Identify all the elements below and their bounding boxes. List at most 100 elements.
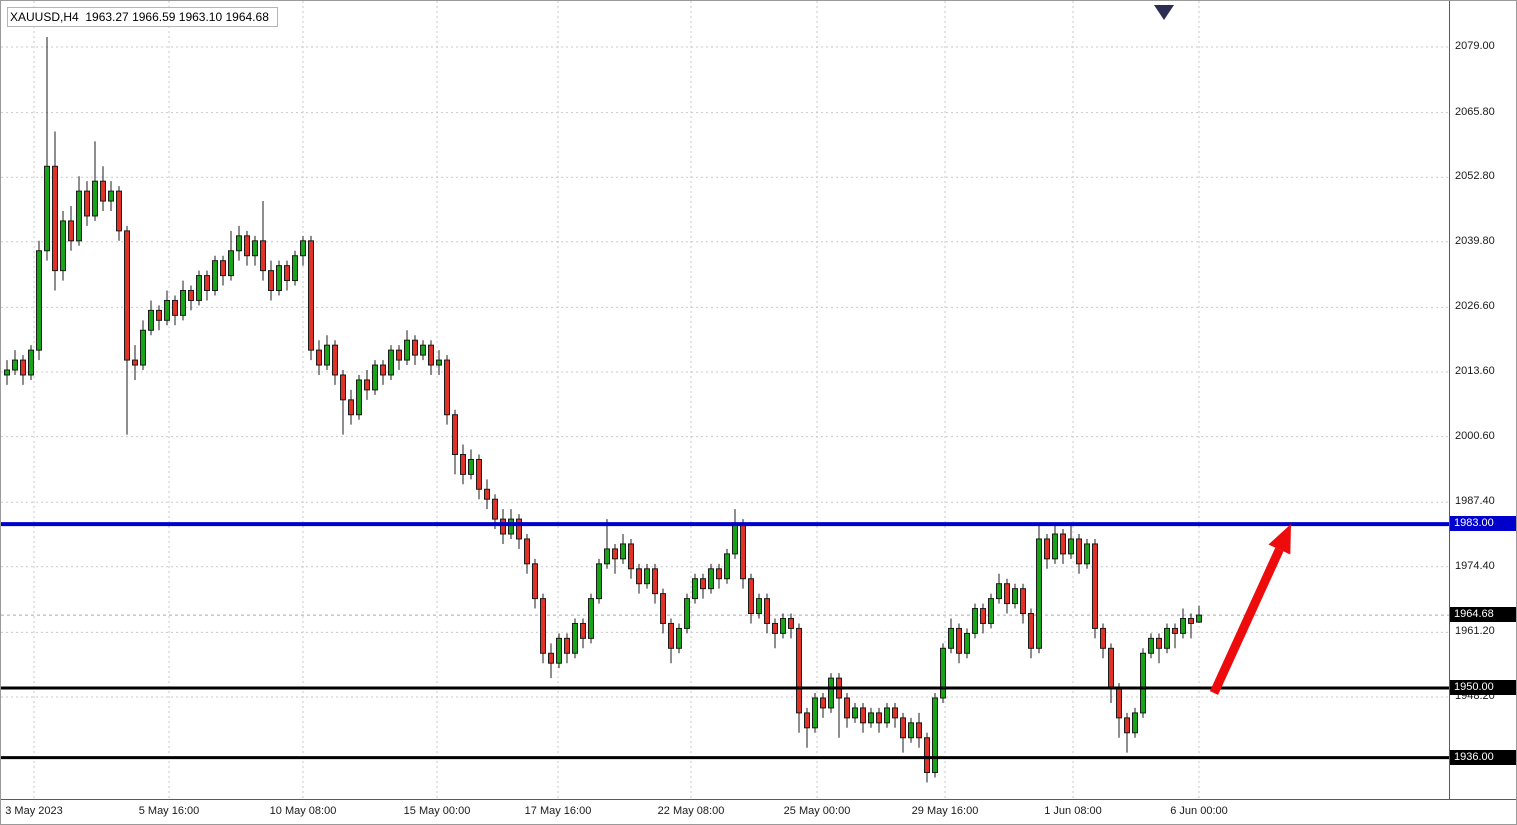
candle-up: [1196, 614, 1202, 623]
x-axis-label: 15 May 00:00: [403, 805, 471, 817]
candle-down: [260, 240, 266, 272]
y-axis-tick: 2013.60: [1455, 365, 1495, 377]
candle-down: [716, 568, 722, 580]
candle-up: [276, 265, 282, 292]
candle-down: [804, 712, 810, 729]
candle-up: [1036, 538, 1042, 649]
candle-up: [1068, 538, 1074, 555]
candle-up: [708, 568, 714, 590]
candle-down: [564, 637, 570, 654]
candle-down: [268, 270, 274, 292]
y-axis-tick: 2079.00: [1455, 40, 1495, 52]
candle-up: [1012, 588, 1018, 605]
candle-down: [1156, 637, 1162, 649]
candle-down: [748, 578, 754, 615]
candle-up: [620, 543, 626, 560]
candle-down: [956, 627, 962, 654]
candle-down: [740, 523, 746, 580]
candle-down: [52, 165, 58, 272]
candle-up: [644, 568, 650, 585]
candle-down: [460, 453, 466, 475]
candle-up: [692, 578, 698, 600]
y-axis-tick: 2026.60: [1455, 300, 1495, 313]
candle-down: [476, 458, 482, 490]
current-price-badge: 1964.68: [1450, 607, 1516, 623]
chart-shift-icon[interactable]: [1154, 5, 1174, 20]
candle-up: [684, 598, 690, 629]
candle-down: [116, 190, 122, 232]
candle-down: [540, 598, 546, 654]
candle-up: [1084, 543, 1090, 565]
x-axis-label: 25 May 00:00: [783, 805, 851, 817]
candle-down: [332, 344, 338, 376]
trend-arrow-shaft[interactable]: [1209, 547, 1284, 695]
x-axis-label: 17 May 16:00: [524, 805, 592, 817]
candle-down: [1172, 627, 1178, 634]
candle-up: [972, 608, 978, 634]
candle-up: [932, 697, 938, 774]
candle-down: [700, 578, 706, 590]
candle-down: [516, 518, 522, 540]
candle-up: [964, 632, 970, 654]
candle-up: [356, 379, 362, 416]
candle-down: [412, 339, 418, 356]
candle-up: [1180, 617, 1186, 634]
candle-down: [1028, 613, 1034, 649]
candle-down: [860, 707, 866, 724]
x-axis-label: 5 May 16:00: [138, 805, 200, 817]
candle-up: [28, 349, 34, 376]
time-axis[interactable]: 3 May 2023 5 May 16:00 10 May 08:00 15 May …: [1, 799, 1516, 824]
candle-down: [1108, 647, 1114, 689]
candle-down: [1044, 538, 1050, 560]
candle-down: [1092, 543, 1098, 629]
x-axis-label: 6 Jun 00:00: [1170, 805, 1228, 817]
candle-down: [1100, 627, 1106, 649]
candle-up: [36, 250, 42, 351]
candle-up: [996, 583, 1002, 600]
candle-up: [556, 637, 562, 664]
candle-down: [380, 364, 386, 376]
trend-arrow-head[interactable]: [1268, 524, 1291, 555]
candle-up: [76, 190, 82, 242]
price-level-badge: 1936.00: [1450, 749, 1516, 765]
candle-down: [340, 374, 346, 401]
candle-up: [236, 235, 242, 252]
candle-down: [612, 548, 618, 560]
candle-down: [220, 260, 226, 277]
x-axis-label: 10 May 08:00: [269, 805, 337, 817]
candle-down: [100, 180, 106, 202]
x-axis-label: 29 May 16:00: [911, 805, 979, 817]
x-axis-label: 1 Jun 08:00: [1044, 805, 1102, 817]
candle-up: [1052, 533, 1058, 560]
candle-down: [524, 538, 530, 565]
candle-down: [980, 608, 986, 624]
candle-down: [172, 299, 178, 316]
candle-down: [628, 543, 634, 570]
candle-down: [1004, 583, 1010, 605]
candle-down: [348, 399, 354, 416]
candle-down: [1116, 687, 1122, 719]
candle-down: [1188, 617, 1194, 624]
candle-down: [484, 488, 490, 500]
candle-up: [884, 707, 890, 724]
price-level-badge: 1983.00: [1450, 516, 1516, 532]
candle-up: [852, 707, 858, 719]
candle-up: [420, 344, 426, 356]
candle-down: [532, 563, 538, 600]
candle-down: [1060, 533, 1066, 555]
candle-up: [988, 598, 994, 624]
candle-down: [444, 359, 450, 416]
candle-down: [124, 230, 130, 361]
candle-down: [652, 568, 658, 595]
candle-up: [676, 627, 682, 649]
candle-up: [604, 548, 610, 565]
candle-up: [1132, 712, 1138, 734]
candle-down: [788, 617, 794, 629]
candle-down: [916, 722, 922, 739]
price-axis[interactable]: 2079.00 2065.80 2052.80 2039.80 2026.60 2013.…: [1449, 1, 1516, 799]
candle-up: [940, 647, 946, 699]
candle-up: [140, 329, 146, 366]
candle-down: [924, 737, 930, 774]
